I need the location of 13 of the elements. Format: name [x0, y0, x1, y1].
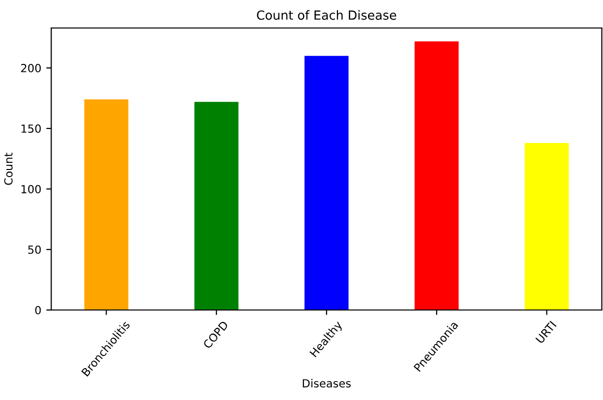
y-tick-label: 200 — [21, 64, 41, 72]
chart-title: Count of Each Disease — [256, 10, 396, 20]
y-tick-label: 0 — [35, 306, 41, 314]
bar — [84, 99, 128, 310]
y-tick-label: 150 — [22, 124, 41, 133]
bar — [524, 142, 569, 310]
y-tick-label: 100 — [22, 184, 41, 194]
bar — [194, 102, 238, 310]
bar — [304, 56, 349, 310]
bar — [414, 41, 459, 310]
y-tick-label: 50 — [28, 245, 41, 254]
x-axis-title: Diseases — [302, 378, 351, 388]
y-axis-title: Count — [4, 152, 13, 185]
